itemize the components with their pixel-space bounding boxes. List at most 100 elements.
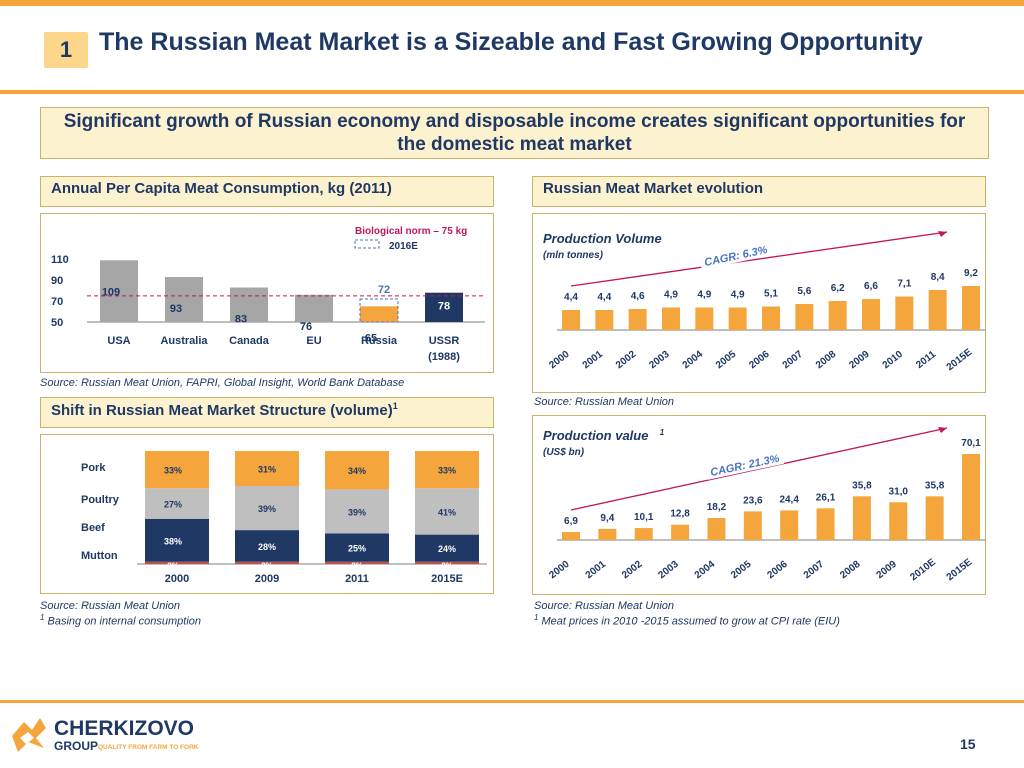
value-source: Source: Russian Meat Union — [534, 600, 675, 612]
growth-category-label: 2000 — [547, 559, 572, 582]
growth-category-label: 2004 — [681, 349, 706, 372]
structure-series-label: Poultry — [81, 494, 120, 506]
structure-series-label: Pork — [81, 462, 106, 474]
structure-chart: Mutton Beef Poultry Pork 2% 38% 27% 33% 2000 2% 28… — [81, 451, 487, 585]
structure-segment — [325, 561, 389, 564]
growth-bar — [695, 307, 714, 330]
structure-segment-label: 2% — [261, 562, 273, 571]
growth-bar — [562, 310, 580, 330]
growth-trend-arrowhead — [938, 231, 947, 237]
consumption-category-label: Russia — [361, 335, 398, 347]
growth-bar — [762, 306, 780, 330]
growth-chart-subtitle: (US$ bn) — [543, 447, 585, 458]
growth-bar — [671, 524, 690, 540]
structure-source: Source: Russian Meat Union — [40, 600, 181, 612]
consumption-bar — [295, 294, 333, 322]
consumption-category-label: USSR — [429, 335, 460, 347]
growth-value-label: 31,0 — [889, 486, 909, 497]
structure-segment-label: 24% — [438, 544, 456, 554]
value-chart-panel: Production value 1 (US$ bn) CAGR: 21.3% 6,9 2… — [532, 415, 986, 595]
structure-segment-label: 33% — [164, 466, 182, 476]
consumption-value-label: 65 — [365, 332, 377, 344]
evolution-section-heading: Russian Meat Market evolution — [532, 176, 986, 207]
growth-value-label: 12,8 — [670, 509, 690, 520]
structure-segment-label: 39% — [258, 504, 276, 514]
structure-segment-label: 33% — [438, 466, 456, 476]
structure-segment-label: 41% — [438, 507, 456, 517]
logo-group: GROUP — [54, 739, 98, 753]
growth-category-label: 2005 — [729, 559, 754, 582]
structure-segment — [415, 488, 479, 535]
growth-category-label: 2002 — [620, 559, 645, 582]
growth-category-label: 2015E — [945, 557, 975, 584]
growth-value-label: 6,6 — [864, 281, 878, 292]
growth-bar — [562, 532, 580, 540]
consumption-y-tick: 90 — [51, 275, 63, 287]
growth-value-label: 35,8 — [852, 480, 872, 491]
cherkizovo-logo: CHERKIZOVO GROUP QUALITY FROM FARM TO FO… — [12, 717, 199, 753]
structure-segment — [325, 451, 389, 490]
growth-category-label: 2005 — [714, 349, 739, 372]
growth-bar — [707, 518, 726, 540]
structure-segment-label: 25% — [348, 544, 366, 554]
growth-category-label: 2010E — [908, 557, 938, 584]
consumption-value-label: 78 — [438, 301, 450, 313]
growth-value-label: 18,2 — [707, 502, 727, 513]
growth-value-label: 7,1 — [897, 279, 911, 290]
top-accent-bar — [0, 0, 1024, 6]
growth-value-label: 4,9 — [697, 290, 711, 301]
consumption-y-tick: 70 — [51, 296, 63, 308]
growth-value-label: 8,4 — [931, 272, 945, 283]
growth-bar — [795, 304, 814, 330]
consumption-section-heading: Annual Per Capita Meat Consumption, kg (… — [40, 176, 494, 207]
growth-category-label: 2000 — [547, 349, 572, 372]
growth-category-label: 2001 — [584, 559, 609, 582]
growth-value-label: 4,6 — [631, 291, 645, 302]
growth-category-label: 2006 — [765, 559, 790, 582]
growth-category-label: 2010 — [881, 349, 906, 372]
footer-divider — [0, 700, 1024, 703]
structure-segment-label: 38% — [164, 536, 182, 546]
structure-segment-label: 28% — [258, 542, 276, 552]
growth-category-label: 2008 — [838, 559, 863, 582]
growth-bar — [743, 511, 762, 540]
structure-segment-label: 2% — [441, 562, 453, 571]
growth-category-label: 2003 — [647, 349, 672, 372]
structure-segment — [145, 451, 209, 489]
structure-segment-label: 2% — [351, 562, 363, 571]
consumption-source: Source: Russian Meat Union, FAPRI, Globa… — [40, 377, 405, 389]
structure-segment — [415, 561, 479, 564]
volume-chart-panel: Production Volume (mln tonnes) CAGR: 6.3% 4… — [532, 213, 986, 393]
consumption-y-tick: 50 — [51, 317, 63, 329]
logo-tagline: QUALITY FROM FARM TO FORK — [98, 744, 199, 751]
growth-value-label: 5,6 — [797, 286, 811, 297]
structure-category-label: 2011 — [345, 573, 369, 585]
growth-bar — [595, 310, 614, 330]
logo-name: CHERKIZOVO — [54, 717, 194, 740]
structure-segment — [235, 486, 299, 531]
growth-category-label: 2007 — [781, 349, 806, 372]
growth-value-label: 9,4 — [600, 513, 614, 524]
growth-cagr-box — [704, 448, 785, 480]
growth-bar — [816, 508, 835, 540]
consumption-bar — [360, 306, 398, 322]
growth-bar — [780, 510, 799, 540]
page-title: The Russian Meat Market is a Sizeable an… — [99, 28, 923, 56]
structure-segment — [145, 561, 209, 564]
consumption-y-tick: 110 — [51, 254, 69, 266]
title-divider — [0, 90, 1024, 94]
page-number: 15 — [960, 736, 976, 752]
growth-cagr-callout: CAGR: 6.3% — [698, 239, 771, 270]
consumption-category-label: Canada — [229, 335, 270, 347]
consumption-category-label: Australia — [160, 335, 208, 347]
growth-value-label: 23,6 — [743, 495, 763, 506]
growth-category-label: 2006 — [747, 349, 772, 372]
structure-series-label: Beef — [81, 522, 105, 534]
growth-bar — [634, 528, 653, 540]
consumption-value-label: 83 — [235, 313, 247, 325]
growth-bar — [895, 296, 914, 330]
consumption-category-label: USA — [107, 335, 130, 347]
growth-bar — [889, 502, 908, 540]
growth-category-label: 2009 — [875, 559, 900, 582]
key-message-banner: Significant growth of Russian economy an… — [40, 107, 989, 159]
